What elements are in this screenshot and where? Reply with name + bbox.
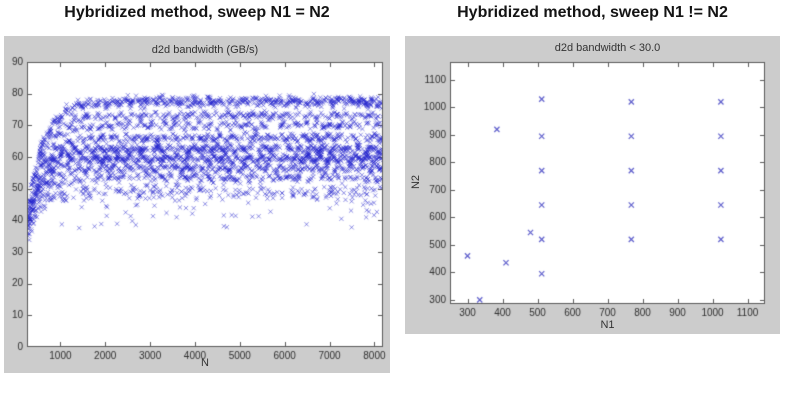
left-figure: d2d bandwidth (GB/s) N: [4, 36, 390, 373]
right-section-title: Hybridized method, sweep N1 != N2: [457, 4, 728, 21]
right-figure: d2d bandwidth < 30.0 N1 N2: [405, 36, 780, 334]
left-plot-title: d2d bandwidth (GB/s): [151, 44, 259, 56]
left-plot-xlabel: N: [201, 357, 209, 369]
right-plot-title: d2d bandwidth < 30.0: [554, 42, 661, 54]
right-plot-canvas: [405, 36, 780, 334]
right-plot-xlabel: N1: [600, 319, 615, 331]
right-plot-ylabel: N2: [410, 174, 422, 190]
left-plot-canvas: [4, 36, 390, 373]
left-section-title: Hybridized method, sweep N1 = N2: [64, 4, 330, 21]
